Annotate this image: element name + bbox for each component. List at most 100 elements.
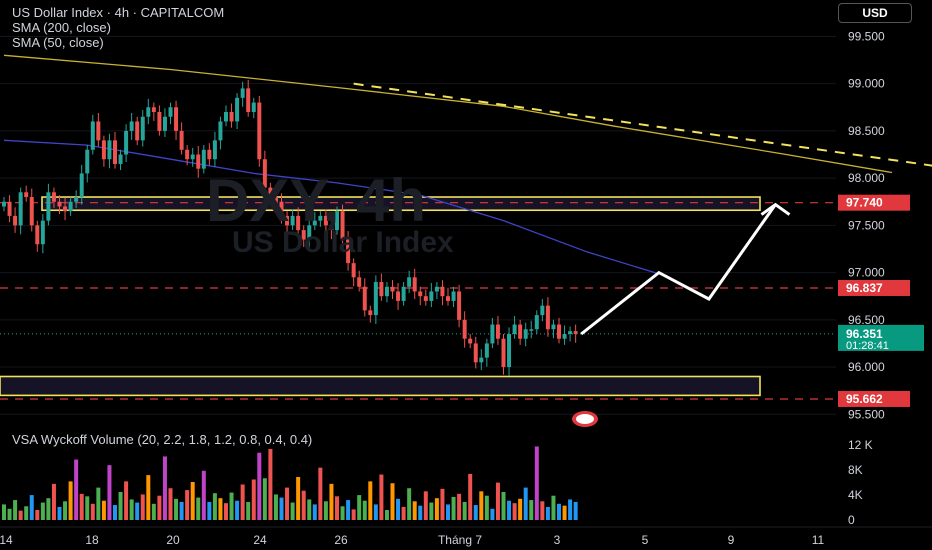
- candle[interactable]: [135, 116, 140, 146]
- volume-bar[interactable]: [68, 481, 73, 520]
- candle[interactable]: [179, 122, 184, 155]
- volume-bar[interactable]: [46, 498, 51, 520]
- volume-bar[interactable]: [346, 500, 351, 520]
- candle[interactable]: [107, 133, 112, 169]
- candle[interactable]: [235, 93, 240, 130]
- candle[interactable]: [212, 131, 217, 167]
- candle[interactable]: [440, 280, 445, 306]
- candle[interactable]: [74, 190, 79, 208]
- volume-indicator-legend[interactable]: VSA Wyckoff Volume (20, 2.2, 1.8, 1.2, 0…: [12, 432, 313, 447]
- projection-arrow[interactable]: [580, 203, 777, 336]
- volume-bar[interactable]: [13, 500, 18, 520]
- candle[interactable]: [301, 225, 306, 248]
- volume-bar[interactable]: [113, 505, 117, 520]
- volume-bar[interactable]: [446, 504, 450, 520]
- volume-bar[interactable]: [518, 498, 523, 520]
- candle[interactable]: [68, 197, 73, 216]
- candle[interactable]: [96, 112, 101, 147]
- candle[interactable]: [568, 326, 573, 342]
- volume-bar[interactable]: [57, 506, 62, 520]
- candle[interactable]: [473, 336, 478, 369]
- candle[interactable]: [2, 197, 6, 212]
- candle[interactable]: [63, 197, 68, 221]
- volume-bar[interactable]: [63, 501, 68, 520]
- candle[interactable]: [113, 131, 117, 169]
- candle[interactable]: [468, 333, 473, 349]
- candle[interactable]: [512, 316, 517, 339]
- volume-bar[interactable]: [279, 497, 284, 520]
- volume-bar[interactable]: [429, 502, 434, 520]
- candle[interactable]: [279, 193, 284, 224]
- volume-bar[interactable]: [157, 495, 162, 520]
- candle[interactable]: [484, 338, 489, 367]
- symbol-title[interactable]: US Dollar Index · 4h · CAPITALCOM: [12, 5, 225, 20]
- candle[interactable]: [79, 164, 84, 205]
- candle[interactable]: [224, 105, 228, 127]
- volume-bar[interactable]: [124, 481, 129, 520]
- candle[interactable]: [418, 286, 423, 306]
- candle[interactable]: [351, 258, 356, 287]
- candle[interactable]: [290, 209, 295, 231]
- volume-bar[interactable]: [96, 487, 101, 520]
- candle[interactable]: [318, 211, 323, 227]
- volume-bar[interactable]: [368, 481, 373, 520]
- volume-bar[interactable]: [290, 502, 295, 520]
- volume-bar[interactable]: [462, 501, 467, 520]
- candle[interactable]: [545, 297, 550, 337]
- candle[interactable]: [174, 100, 179, 140]
- candle[interactable]: [340, 204, 345, 246]
- candle[interactable]: [7, 195, 12, 223]
- volume-bar[interactable]: [351, 509, 356, 520]
- currency-button[interactable]: USD: [838, 3, 912, 23]
- volume-bar[interactable]: [40, 502, 45, 520]
- volume-bar[interactable]: [323, 501, 328, 520]
- volume-bar[interactable]: [251, 479, 256, 521]
- volume-bar[interactable]: [562, 505, 567, 520]
- volume-bar[interactable]: [407, 488, 412, 520]
- volume-bar[interactable]: [457, 493, 462, 520]
- volume-bar[interactable]: [201, 470, 206, 520]
- candle[interactable]: [462, 311, 467, 348]
- volume-bar[interactable]: [240, 484, 245, 520]
- candle[interactable]: [446, 287, 450, 306]
- volume-bar[interactable]: [107, 465, 112, 520]
- candle[interactable]: [379, 273, 384, 301]
- candle[interactable]: [329, 216, 334, 240]
- candle[interactable]: [229, 103, 234, 128]
- volume-bar[interactable]: [401, 506, 406, 520]
- candle[interactable]: [262, 150, 267, 197]
- volume-bar[interactable]: [196, 497, 201, 520]
- candle[interactable]: [140, 110, 145, 147]
- volume-bar[interactable]: [7, 508, 12, 520]
- candle[interactable]: [57, 195, 62, 215]
- volume-bar[interactable]: [551, 495, 556, 520]
- candle[interactable]: [534, 310, 539, 334]
- candle[interactable]: [273, 190, 278, 208]
- candle[interactable]: [13, 207, 18, 233]
- candle[interactable]: [307, 218, 312, 249]
- candle[interactable]: [168, 102, 173, 125]
- volume-bar[interactable]: [390, 483, 395, 520]
- candle[interactable]: [407, 270, 412, 293]
- candle[interactable]: [268, 182, 273, 202]
- volume-bar[interactable]: [229, 492, 234, 520]
- candle[interactable]: [124, 124, 129, 163]
- candle[interactable]: [451, 286, 456, 308]
- candle[interactable]: [457, 284, 462, 328]
- volume-bar[interactable]: [318, 467, 323, 520]
- candle[interactable]: [129, 112, 134, 140]
- candle[interactable]: [240, 81, 245, 107]
- volume-bar[interactable]: [218, 498, 223, 520]
- volume-bar[interactable]: [168, 488, 173, 520]
- volume-bar[interactable]: [534, 446, 539, 520]
- candle[interactable]: [285, 211, 290, 235]
- candle[interactable]: [207, 143, 212, 166]
- volume-bar[interactable]: [568, 499, 573, 520]
- candle[interactable]: [18, 187, 23, 235]
- volume-bar[interactable]: [190, 481, 195, 520]
- volume-bar[interactable]: [135, 502, 140, 520]
- volume-bar[interactable]: [90, 503, 95, 520]
- volume-bar[interactable]: [146, 475, 151, 520]
- volume-bar[interactable]: [235, 500, 240, 520]
- volume-bar[interactable]: [179, 501, 184, 520]
